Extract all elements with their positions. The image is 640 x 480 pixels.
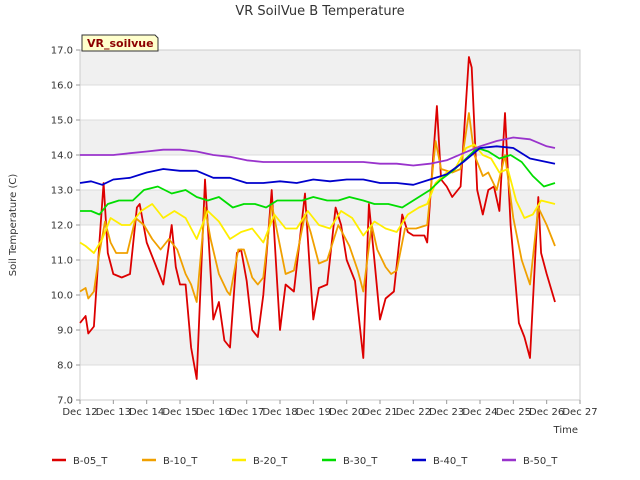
chart-title: VR SoilVue B Temperature [235,4,404,19]
y-axis-label: Soil Temperature (C) [8,174,19,277]
grid-band [80,50,580,85]
x-tick-label: Dec 14 [129,407,164,418]
y-tick-label: 15.0 [51,116,73,127]
legend-label: B-30_T [343,456,378,467]
x-tick-label: Dec 16 [196,407,231,418]
legend-label: B-50_T [523,456,558,467]
series-line-b-50_t [80,136,556,167]
x-tick-label: Dec 24 [462,407,497,418]
x-tick-label: Dec 17 [229,407,264,418]
series-group [79,56,556,380]
y-tick-label: 13.0 [51,186,73,197]
x-tick-label: Dec 21 [362,407,397,418]
series-line-b-10_t [79,112,556,303]
x-tick-label: Dec 26 [529,407,564,418]
grid-band [80,330,580,365]
badge-shape [81,34,159,52]
x-tick-label: Dec 13 [96,407,131,418]
x-tick-label: Dec 18 [262,407,297,418]
legend-label: B-40_T [433,456,468,467]
y-tick-label: 10.0 [51,291,73,302]
badge-label: VR_soilvue [87,37,154,50]
y-tick-label: 8.0 [57,361,73,372]
y-tick-label: 11.0 [51,256,73,267]
x-tick-label: Dec 12 [62,407,97,418]
series-line-b-20_t [79,143,556,254]
legend: B-05_T B-10_T B-20_T B-30_T B-40_T B-50_T [52,456,558,467]
x-tick-label: Dec 27 [562,407,597,418]
y-axis-ticks: 7.0 8.0 9.0 10.0 11.0 12.0 13.0 14.0 15.0 16.0 17.… [51,46,80,407]
station-badge: VR_soilvue [81,34,159,52]
x-tick-label: Dec 19 [296,407,331,418]
x-tick-label: Dec 23 [429,407,464,418]
series-line-b-30_t [80,147,556,216]
y-tick-label: 9.0 [57,326,73,337]
x-tick-label: Dec 15 [162,407,197,418]
y-tick-label: 17.0 [51,46,73,57]
legend-label: B-05_T [73,456,108,467]
x-tick-label: Dec 22 [396,407,431,418]
y-tick-label: 16.0 [51,81,73,92]
y-tick-label: 12.0 [51,221,73,232]
legend-label: B-10_T [163,456,198,467]
legend-label: B-20_T [253,456,288,467]
y-tick-label: 7.0 [57,396,73,407]
series-line-b-40_t [79,145,556,186]
x-tick-label: Dec 20 [329,407,364,418]
x-tick-label: Dec 25 [496,407,531,418]
x-axis-label: Time [553,425,578,436]
y-tick-label: 14.0 [51,151,73,162]
